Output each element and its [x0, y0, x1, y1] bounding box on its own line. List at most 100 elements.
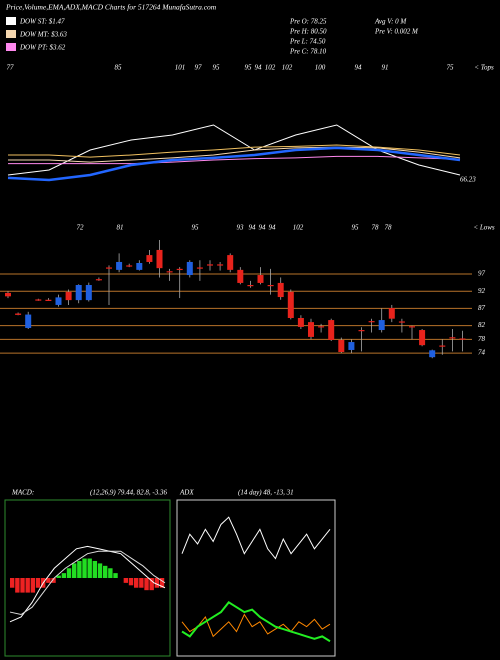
low-label: 78: [372, 224, 380, 232]
candle-body: [368, 321, 375, 323]
candle-body: [247, 285, 254, 287]
info-text: Pre O: 78.25: [289, 18, 327, 26]
low-label: 102: [293, 224, 304, 232]
candle-body: [348, 342, 355, 350]
top-label: 102: [265, 64, 276, 72]
candle-body: [15, 313, 22, 315]
histogram-bar: [108, 568, 113, 578]
candle-body: [116, 261, 123, 270]
histogram-bar: [134, 578, 139, 588]
histogram-bar: [82, 558, 87, 578]
legend-swatch: [6, 43, 16, 51]
lows-label: < Lows: [473, 224, 495, 232]
candle-body: [207, 264, 213, 266]
low-label: 81: [117, 224, 124, 232]
histogram-bar: [25, 578, 30, 593]
histogram-bar: [87, 558, 92, 578]
candle-body: [439, 345, 446, 347]
legend-swatch: [6, 17, 16, 25]
candle-body: [85, 285, 92, 301]
candle-body: [419, 330, 426, 346]
top-label: 94: [255, 64, 263, 72]
candle-body: [75, 285, 82, 301]
candle-body: [126, 265, 133, 267]
candle-body: [287, 291, 294, 318]
top-label: 91: [382, 64, 389, 72]
histogram-bar: [123, 578, 129, 583]
series-line: [9, 550, 166, 616]
histogram-bar: [159, 578, 165, 588]
candle-body: [398, 321, 405, 323]
tops-label: < Tops: [474, 64, 494, 72]
histogram-bar: [66, 568, 72, 578]
histogram-bar: [51, 578, 56, 583]
top-label: 102: [282, 64, 293, 72]
info-text: Pre L: 74.50: [289, 38, 326, 46]
candle-body: [156, 249, 163, 269]
series-line: [8, 144, 461, 158]
candle-body: [267, 285, 274, 287]
candle-body: [237, 269, 244, 283]
candle-body: [176, 268, 183, 271]
histogram-bar: [56, 575, 61, 578]
candle-body: [106, 267, 112, 269]
histogram-bar: [154, 578, 160, 588]
histogram-bar: [20, 578, 25, 593]
low-label: 95: [352, 224, 360, 232]
info-text: Pre V: 0.002 M: [374, 28, 419, 36]
candle-body: [409, 326, 415, 328]
candle-body: [25, 314, 32, 328]
chart-title: Price,Volume,EMA,ADX,MACD Charts for 517…: [5, 3, 217, 12]
y-tick-label: 78: [478, 335, 486, 343]
low-label: 94: [269, 224, 277, 232]
candle-body: [146, 255, 153, 262]
panel-params: (14 day) 48, -13, 31: [238, 489, 294, 497]
info-text: Avg V: 0 M: [374, 18, 407, 26]
candle-body: [277, 282, 284, 298]
top-label: 85: [115, 64, 123, 72]
series-line: [7, 124, 461, 176]
histogram-bar: [30, 578, 36, 593]
histogram-bar: [149, 578, 154, 591]
candle-body: [378, 320, 385, 331]
candle-body: [328, 320, 335, 340]
candle-body: [257, 275, 264, 283]
histogram-bar: [35, 578, 41, 588]
candle-body: [55, 297, 62, 305]
candle-body: [429, 350, 436, 358]
panel-frame: [176, 499, 336, 657]
legend-label: DOW MT: $3.63: [19, 31, 67, 39]
panel-title: MACD:: [11, 489, 34, 497]
histogram-bar: [61, 573, 67, 578]
top-label: 95: [245, 64, 253, 72]
y-tick-label: 74: [478, 349, 486, 357]
series-line: [8, 155, 461, 165]
top-label: 95: [213, 64, 221, 72]
histogram-bar: [46, 578, 51, 583]
series-line: [181, 516, 331, 560]
candle-body: [338, 340, 345, 353]
histogram-bar: [10, 578, 15, 588]
y-tick-label: 92: [478, 287, 486, 295]
candle-body: [186, 261, 193, 276]
candle-body: [459, 338, 466, 340]
candle-body: [136, 263, 143, 270]
histogram-bar: [97, 563, 103, 578]
candle-body: [297, 318, 304, 327]
top-label: 97: [195, 64, 203, 72]
legend-swatch: [6, 30, 16, 38]
series-line: [8, 146, 461, 163]
candle-body: [358, 330, 365, 332]
histogram-bar: [77, 560, 82, 578]
histogram-bar: [103, 565, 108, 578]
low-label: 94: [249, 224, 257, 232]
last-value-label: 66.23: [460, 176, 476, 184]
top-label: 94: [355, 64, 363, 72]
candle-body: [35, 299, 42, 301]
candle-body: [5, 292, 11, 297]
legend-label: DOW PT: $3.62: [19, 44, 66, 52]
series-line: [7, 146, 461, 182]
histogram-bar: [72, 563, 77, 578]
series-line: [9, 545, 166, 623]
